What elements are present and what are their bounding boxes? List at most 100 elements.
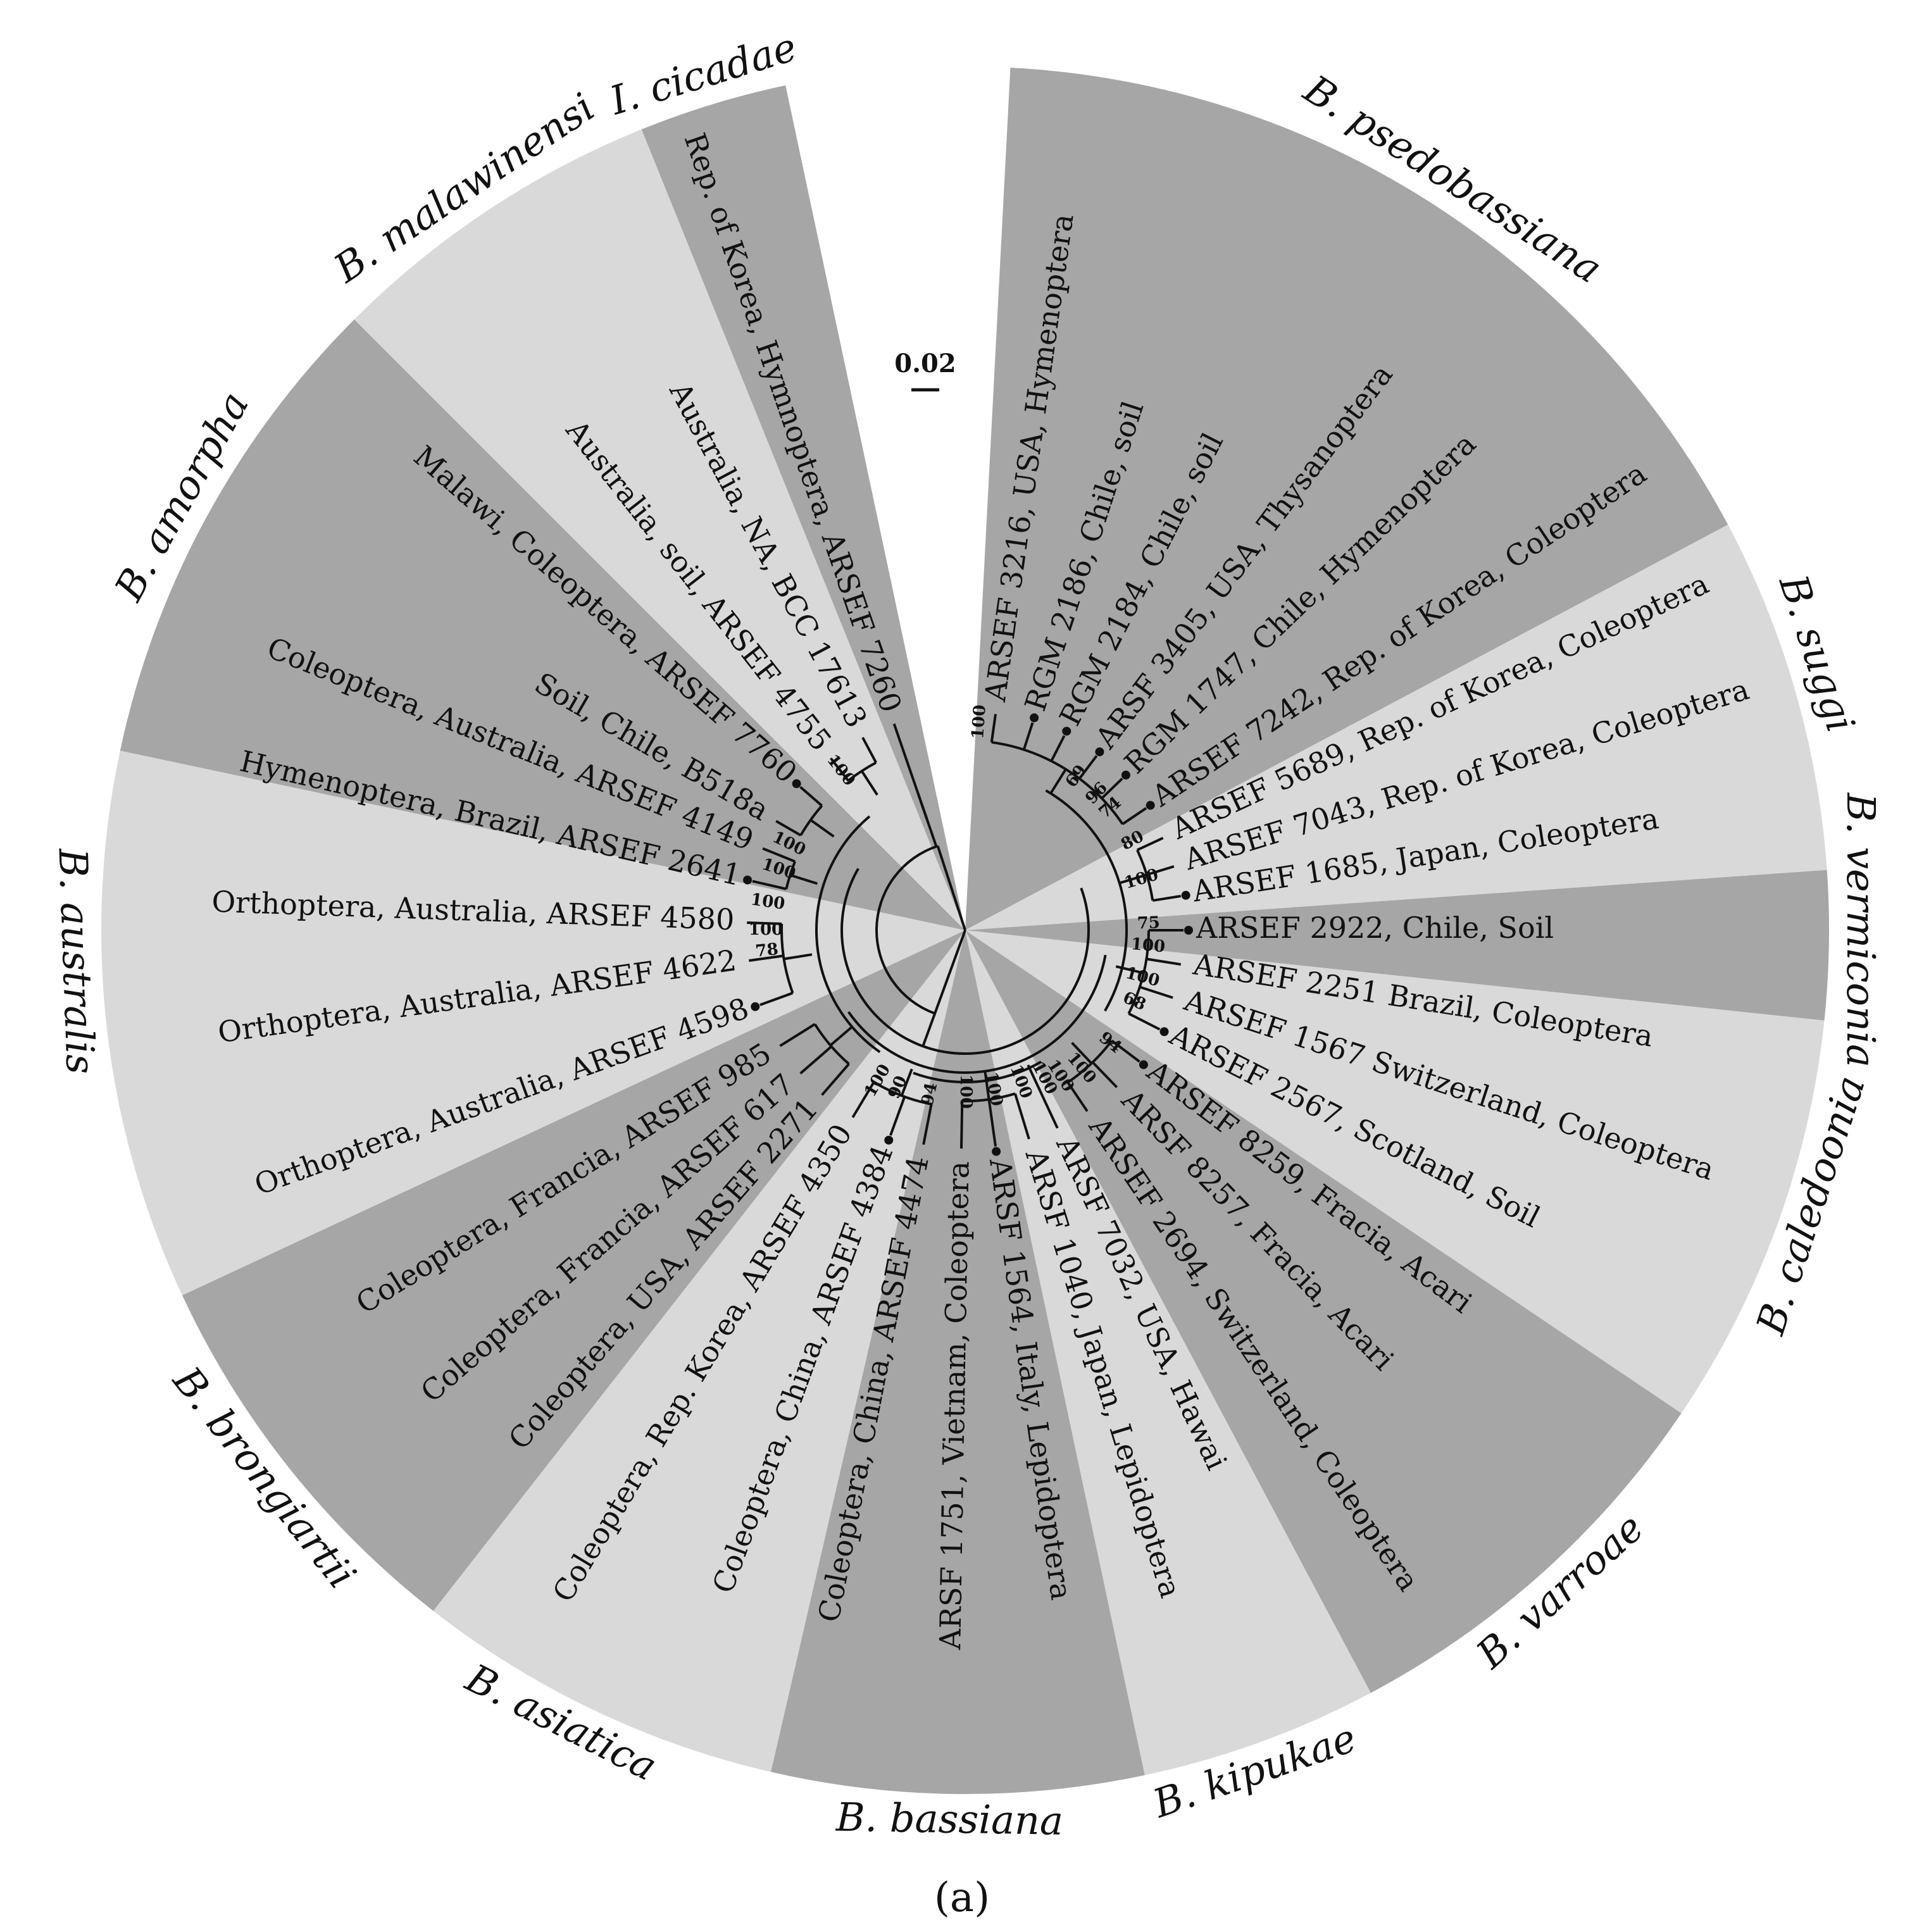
leaf-marker xyxy=(1030,713,1039,723)
clade-sector xyxy=(965,869,1830,1021)
clade-sector xyxy=(101,751,965,1295)
branch-radial xyxy=(752,880,787,890)
branch-radial xyxy=(749,954,784,962)
leaf-marker xyxy=(1062,726,1071,736)
leaf-marker xyxy=(1184,926,1193,935)
leaf-marker xyxy=(884,1135,894,1145)
leaf-marker xyxy=(743,875,753,885)
branch-radial xyxy=(916,792,938,847)
branch-radial xyxy=(799,1045,832,1075)
branch-radial xyxy=(799,786,823,807)
branch-radial xyxy=(747,921,782,925)
clade-sectors xyxy=(101,67,1830,1794)
branch-radial xyxy=(1101,777,1123,800)
branch-radial xyxy=(1139,985,1173,999)
bootstrap-value: 100 xyxy=(956,1075,975,1109)
branch-radial xyxy=(1146,957,1182,966)
branch-radial xyxy=(809,819,835,838)
clade-name: B. australis xyxy=(49,847,103,1075)
branch-arc xyxy=(847,954,1107,1074)
clade-sector xyxy=(965,930,1825,1414)
branch-arc xyxy=(1045,789,1128,1012)
leaf-marker xyxy=(1181,890,1190,900)
clade-name: B. vermiconia xyxy=(1838,792,1884,1068)
branch-radial xyxy=(1022,722,1034,751)
bootstrap-value: 100 xyxy=(968,704,990,740)
clade-sector xyxy=(965,930,1682,1693)
clade-sector xyxy=(965,930,1371,1776)
branch-arc xyxy=(813,1023,850,1065)
branch-radial xyxy=(1111,1039,1140,1063)
bootstrap-value: 78 xyxy=(754,940,779,961)
leaf-marker xyxy=(751,1002,760,1011)
branch-arc xyxy=(785,861,796,890)
leaf-marker xyxy=(1095,747,1104,757)
clade-sector xyxy=(965,67,1728,930)
branch-radial xyxy=(959,1100,964,1149)
branch-radial xyxy=(900,1068,913,1097)
branch-arc xyxy=(815,815,881,1054)
clade-sector xyxy=(965,525,1827,930)
bootstrap-value: 100 xyxy=(749,890,786,914)
branch-radial xyxy=(860,770,878,796)
leaf-label: ARSEF 2922, Chile, Soil xyxy=(1196,911,1554,945)
clade-name: B. bassiana xyxy=(835,1794,1063,1844)
branch-radial xyxy=(762,847,796,863)
branch-radial xyxy=(830,757,849,782)
branch-radial xyxy=(922,1104,933,1145)
branch-arc xyxy=(840,868,1090,1055)
branch-radial xyxy=(987,1099,997,1147)
branch-radial xyxy=(759,992,794,1006)
bootstrap-value: 100 xyxy=(749,920,783,939)
branch-radial xyxy=(829,1026,853,1047)
branch-radial xyxy=(1152,895,1182,902)
leaf-marker xyxy=(1121,770,1130,780)
branch-radial xyxy=(1027,1064,1042,1092)
branch-radial xyxy=(1115,965,1144,975)
branch-radial xyxy=(892,723,920,794)
branch-radial xyxy=(779,1023,816,1047)
branch-radial xyxy=(1049,768,1067,794)
leaf-marker xyxy=(1139,1060,1148,1069)
bootstrap-value: 100 xyxy=(1130,935,1166,957)
clade-sector xyxy=(120,319,966,930)
bootstrap-value: 75 xyxy=(1137,913,1160,933)
clade-sector xyxy=(433,930,965,1773)
branch-radial xyxy=(1121,807,1147,825)
tree-branches xyxy=(747,714,1184,1149)
branch-radial xyxy=(1066,1081,1089,1112)
branch-radial xyxy=(861,737,877,764)
branch-radial xyxy=(1014,1093,1030,1140)
leaf-marker xyxy=(1159,1027,1169,1037)
scale-bar: 0.02 xyxy=(894,349,956,392)
branch-radial xyxy=(821,1063,850,1096)
branch-radial xyxy=(990,714,997,743)
panel-label: (a) xyxy=(934,1874,990,1921)
branch-radial xyxy=(921,930,966,1047)
clade-sector xyxy=(354,129,965,930)
branch-radial xyxy=(789,873,818,885)
leaf-marker xyxy=(792,779,801,788)
clade-sector xyxy=(770,930,1145,1794)
leaf-label: ARSF 1751, Vietnam, Coleoptera xyxy=(933,1161,975,1650)
branch-radial xyxy=(851,1081,875,1118)
branch-arc xyxy=(1136,849,1154,901)
branch-radial xyxy=(984,1071,990,1100)
branch-arc xyxy=(799,804,823,837)
branch-radial xyxy=(1071,1042,1093,1064)
branch-radial xyxy=(1050,735,1066,762)
branch-radial xyxy=(775,820,802,837)
branch-radial xyxy=(1039,1090,1059,1129)
branch-arc xyxy=(913,1061,1042,1083)
branch-arc xyxy=(873,1081,932,1106)
branch-radial xyxy=(1092,1061,1118,1088)
bootstrap-value: 94 xyxy=(918,1081,941,1107)
leaf-marker xyxy=(992,1147,1001,1156)
branch-radial xyxy=(936,845,966,931)
branch-arc xyxy=(875,844,939,1015)
clade-sector xyxy=(641,85,965,931)
clade-sector xyxy=(182,930,965,1611)
branch-radial xyxy=(889,1096,906,1136)
branch-radial xyxy=(1128,1012,1161,1031)
